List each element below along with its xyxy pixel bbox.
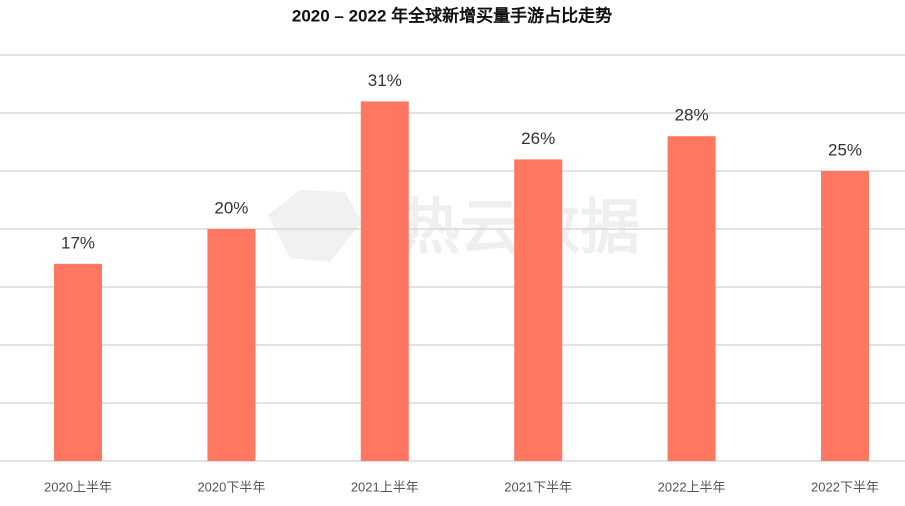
value-label: 25% <box>828 140 862 159</box>
bar <box>821 171 869 461</box>
value-label: 20% <box>214 198 248 217</box>
value-label: 26% <box>521 129 555 148</box>
bar <box>207 229 256 461</box>
value-label: 17% <box>61 233 95 252</box>
x-tick-label: 2020下半年 <box>197 479 265 494</box>
chart-title: 2020 – 2022 年全球新增买量手游占比走势 <box>292 5 612 25</box>
x-tick-label: 2021上半年 <box>351 479 419 494</box>
value-label: 31% <box>368 71 402 90</box>
bar <box>514 159 563 461</box>
bar <box>360 101 409 462</box>
x-tick-label: 2022上半年 <box>658 479 726 494</box>
x-tick-label: 2020上半年 <box>44 479 112 494</box>
watermark-logo <box>268 190 362 262</box>
watermark-shape <box>268 190 362 262</box>
x-tick-label: 2022下半年 <box>811 479 879 494</box>
bar <box>54 263 102 461</box>
x-tick-label: 2021下半年 <box>504 479 572 494</box>
bar <box>667 136 716 461</box>
value-label: 28% <box>675 106 709 125</box>
